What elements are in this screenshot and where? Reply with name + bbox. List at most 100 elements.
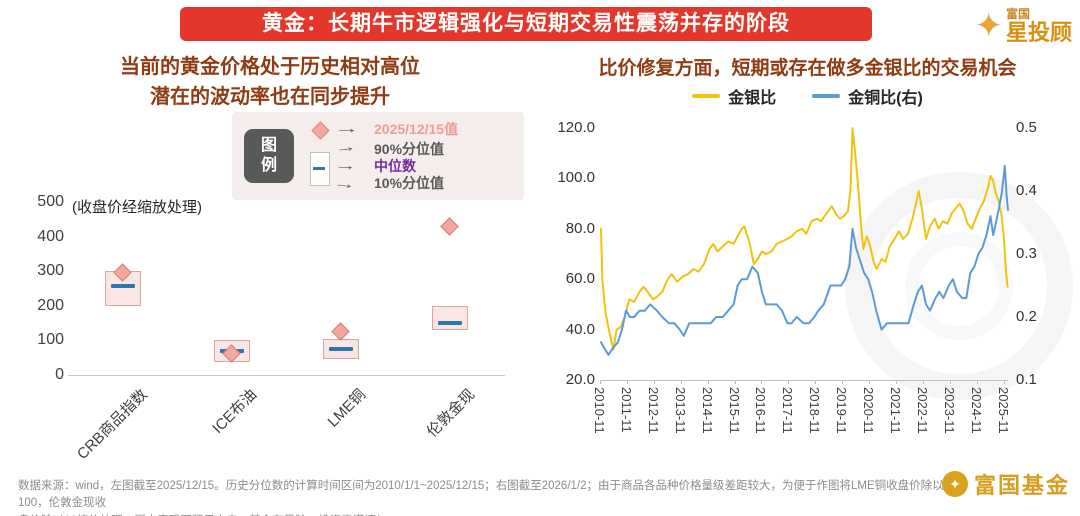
scale-note: (收盘价经缩放处理)	[72, 199, 202, 216]
brand-logo-text: 富国 星投顾	[1006, 8, 1072, 44]
legend-badge-char: 图	[260, 137, 277, 154]
x-axis-tick	[976, 380, 978, 384]
boxplot-glyph-icon	[310, 152, 330, 186]
brand-emblem-icon: ✦	[941, 471, 968, 497]
arrow-icon: →	[334, 120, 360, 136]
gold-copper-ratio-line	[600, 164, 1009, 356]
latest-value-diamond-icon	[311, 121, 330, 140]
footnote-line2: 盘价除以10缩放处理。历史表现不预示未来。基金有风险，投资需谨慎！	[18, 513, 968, 516]
x-axis-tick	[895, 380, 897, 384]
footer-brand: ✦ 富国基金	[941, 468, 1070, 500]
legend-label-gold-silver: 金银比	[728, 90, 777, 107]
legend-p10-label: 10%分位值	[374, 175, 445, 191]
line-chart: 120.0 100.0 80.0 60.0 40.0 20.0 0.5 0.4 0.3 0.2 0.…	[545, 118, 1080, 470]
arrow-icon: →	[334, 157, 357, 173]
x-axis-tick	[734, 380, 736, 384]
x-axis-tick	[1003, 380, 1005, 384]
footnote: 数据来源：wind，左图截至2025/12/15。历史分位数的计算时间区间为20…	[18, 478, 968, 516]
x-axis-tick	[922, 380, 924, 384]
legend-badge: 图 例	[244, 129, 294, 183]
x-axis-tick	[842, 380, 844, 384]
x-axis-tick	[815, 380, 817, 384]
x-axis-tick	[680, 380, 682, 384]
right-chart-left-axis-label: 120.0	[557, 119, 595, 136]
page-title: 黄金：长期牛市逻辑强化与短期交易性震荡并存的阶段	[180, 7, 872, 41]
arrow-icon: →	[331, 174, 359, 193]
right-chart-title: 比价修复方面，短期或存在做多金银比的交易机会	[598, 58, 1017, 79]
x-axis-line	[68, 375, 505, 376]
line-plot-area	[600, 127, 1009, 356]
right-chart-right-axis-label: 0.1	[1016, 371, 1037, 388]
median-dash	[110, 283, 135, 288]
x-axis-tick	[949, 380, 951, 384]
right-chart-left-axis-label: 60.0	[565, 270, 595, 288]
x-axis-label: 2016-11	[753, 387, 769, 434]
legend-p90-label: 90%分位值	[374, 141, 445, 157]
category-label: ICE布油	[209, 386, 261, 438]
right-chart-right-axis-label: 0.5	[1016, 119, 1037, 136]
legend-median-label: 中位数	[374, 158, 416, 174]
x-axis-tick	[761, 380, 763, 384]
legend-label-gold-copper: 金铜比(右)	[848, 90, 923, 107]
right-chart-legend: 金银比 金铜比(右)	[540, 84, 1075, 108]
left-y-axis-label: 0	[55, 366, 64, 383]
x-axis-tick	[707, 380, 709, 384]
right-chart-right-axis-label: 0.4	[1016, 182, 1037, 199]
x-axis-label: 2014-11	[699, 387, 715, 434]
x-axis-label: 2015-11	[726, 387, 742, 434]
x-axis-tick	[600, 380, 601, 384]
left-chart-legend: 图 例 → → → → 2025/12/15值 90%分位值 中位数 10%分位…	[232, 112, 524, 200]
blue-line-swatch-icon	[812, 94, 841, 98]
category-label: LME铜	[324, 386, 370, 431]
median-dash	[438, 321, 463, 326]
latest-diamond	[440, 217, 460, 236]
x-axis-label: 2022-11	[914, 387, 930, 434]
logo-brand-large: 星投顾	[1005, 19, 1072, 45]
left-chart-title: 当前的黄金价格处于历史相对高位 潜在的波动率也在同步提升	[30, 52, 510, 112]
legend-item-gold-copper: 金铜比(右)	[812, 84, 923, 108]
logo-brand-small: 富国	[1005, 7, 1030, 21]
x-axis-label: 2024-11	[968, 387, 984, 434]
gold-line-swatch-icon	[692, 94, 721, 98]
right-chart-left-axis-label: 20.0	[565, 371, 595, 388]
percentile-box	[432, 305, 469, 331]
right-chart-right-axis-label: 0.2	[1016, 308, 1037, 325]
right-chart-left-axis-label: 80.0	[565, 219, 595, 237]
right-chart-left-axis-label: 100.0	[557, 169, 595, 187]
legend-badge-char: 例	[260, 157, 277, 174]
left-y-axis-label: 500	[37, 193, 64, 210]
category-label: CRB商品指数	[73, 386, 151, 463]
x-axis-label: 2012-11	[645, 387, 661, 434]
left-y-axis-label: 400	[37, 227, 64, 245]
left-y-axis-label: 300	[37, 262, 64, 280]
x-axis-label: 2019-11	[834, 387, 850, 434]
gold-silver-ratio-line	[600, 127, 1009, 351]
x-axis-label: 2013-11	[672, 387, 688, 434]
right-chart-right-axis-label: 0.3	[1016, 245, 1037, 262]
x-axis-tick	[626, 380, 628, 384]
x-axis-label: 2010-11	[592, 387, 607, 434]
x-axis-tick	[788, 380, 790, 384]
star-icon: ✦	[974, 6, 1003, 45]
footnote-line1: 数据来源：wind，左图截至2025/12/15。历史分位数的计算时间区间为20…	[18, 480, 944, 510]
median-dash	[329, 347, 354, 352]
right-chart-left-axis-label: 40.0	[565, 320, 595, 338]
boxplot-chart: (收盘价经缩放处理) 500 400 300 200 100 0 CRB商品指数 ICE布油 L…	[20, 193, 540, 463]
left-y-axis-label: 200	[37, 296, 64, 314]
x-axis-label: 2025-11	[995, 387, 1011, 434]
category-label: 伦敦金现	[424, 386, 479, 441]
left-chart-title-line2: 潜在的波动率也在同步提升	[150, 86, 390, 108]
x-axis-line	[600, 380, 1008, 381]
arrow-icon: →	[331, 137, 359, 156]
median-dash-icon	[313, 167, 325, 170]
x-axis-label: 2020-11	[861, 387, 876, 434]
left-chart-title-line1: 当前的黄金价格处于历史相对高位	[120, 56, 420, 78]
x-axis-label: 2018-11	[807, 387, 823, 434]
x-axis-tick	[869, 380, 870, 384]
footer-brand-text: 富国基金	[973, 473, 1070, 498]
x-axis-tick	[653, 380, 655, 384]
x-axis-label: 2023-11	[941, 387, 957, 434]
legend-latest-value-label: 2025/12/15值	[374, 121, 459, 137]
left-y-axis-label: 100	[37, 331, 64, 349]
